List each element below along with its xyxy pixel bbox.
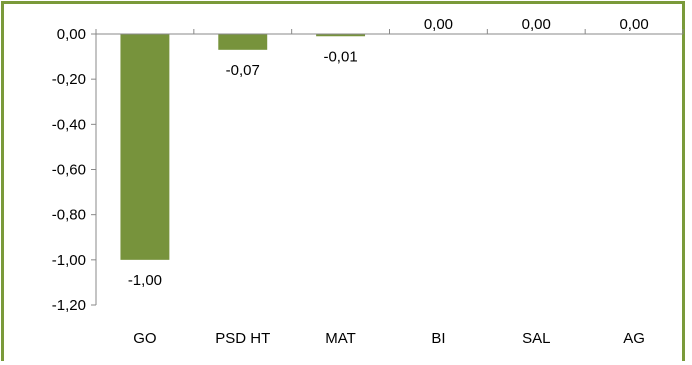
bar-psd-ht — [218, 34, 268, 50]
x-tick-label: SAL — [522, 330, 550, 347]
data-label: 0,00 — [522, 16, 551, 33]
x-tick-label: GO — [133, 330, 156, 347]
y-tick-label: -1,20 — [52, 297, 86, 314]
bar-mat — [316, 34, 366, 37]
data-label: -1,00 — [128, 272, 162, 289]
bar-go — [120, 34, 170, 260]
y-tick-label: -0,80 — [52, 207, 86, 224]
data-label: 0,00 — [619, 16, 648, 33]
data-label: -0,01 — [323, 48, 357, 65]
x-tick-label: MAT — [325, 330, 356, 347]
y-tick-label: 0,00 — [57, 26, 86, 43]
y-tick-label: -0,60 — [52, 162, 86, 179]
x-tick-label: AG — [623, 330, 645, 347]
y-tick-label: -0,40 — [52, 116, 86, 133]
y-tick-label: -0,20 — [52, 71, 86, 88]
x-tick-label: BI — [431, 330, 445, 347]
data-label: -0,07 — [226, 62, 260, 79]
y-tick-label: -1,00 — [52, 252, 86, 269]
data-label: 0,00 — [424, 16, 453, 33]
x-tick-label: PSD HT — [215, 330, 270, 347]
chart-frame — [1, 1, 685, 361]
